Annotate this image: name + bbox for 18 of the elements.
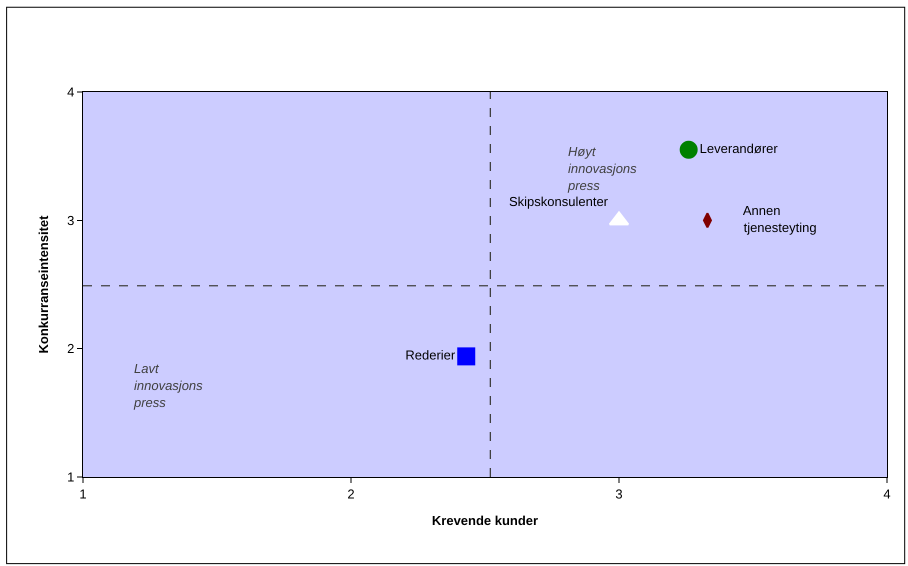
y-tick-label: 4 [67,84,74,100]
text: Annen tjenesteyting [714,203,817,236]
series-label: Skipskonsulenter [509,194,609,210]
y-axis-title: Konkurranseintensitet [36,214,52,354]
y-tick-label: 2 [67,341,74,356]
annotation: Lavt innovasjons press [133,361,204,410]
x-tick-label: 2 [347,486,355,502]
x-tick-label: 4 [883,486,891,502]
series-label: Leverandører [700,141,778,156]
annotation: Høyt innovasjons press [567,144,638,193]
x-tick-label: 1 [79,486,87,502]
point [680,140,698,159]
x-tick-label: 3 [615,486,623,502]
y-tick-label: 3 [67,212,74,228]
series-label: Rederier [405,348,456,363]
y-tick-label: 1 [67,470,74,485]
point [457,347,476,366]
x-axis-title: Krevende kunder [432,513,538,528]
